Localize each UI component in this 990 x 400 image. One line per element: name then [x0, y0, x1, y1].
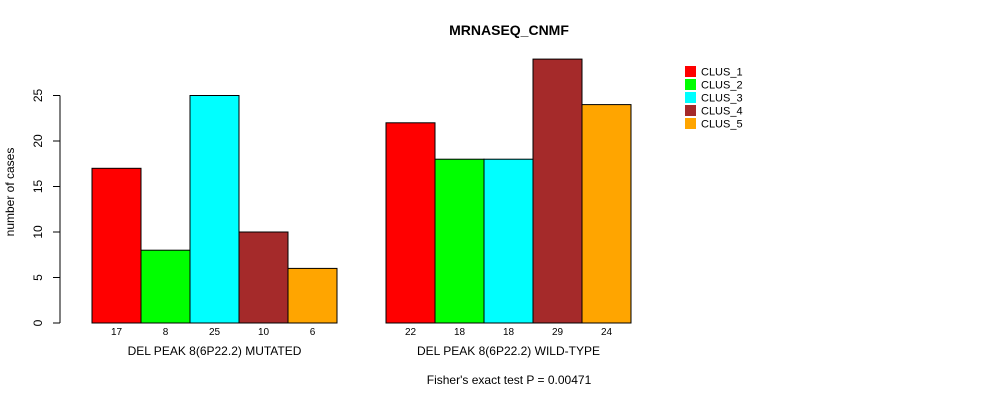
- bar-clus2-group-1: [140, 249, 191, 324]
- legend-label-1: CLUS_1: [701, 67, 743, 79]
- legend-label-5: CLUS_5: [701, 119, 743, 131]
- bars: 17 8 25 10 6 DEL PEAK 8(6P22.2) MUTATED 22 18 18…: [91, 58, 632, 358]
- legend-swatch-1: [685, 66, 696, 77]
- legend-swatch-2: [685, 79, 696, 90]
- y-axis: 0 5 10 15 20 25: [31, 89, 61, 326]
- group-label-1: DEL PEAK 8(6P22.2) MUTATED: [128, 344, 302, 358]
- bar-clus5-group-2: [581, 104, 632, 324]
- bar-clus3-group-1: [189, 95, 240, 324]
- bar-count-label: 8: [163, 327, 169, 338]
- bar-clus3-group-2: [483, 158, 534, 324]
- bar-clus4-group-1: [238, 231, 289, 324]
- y-tick-label: 20: [31, 134, 45, 148]
- bar-clus1-group-2: [385, 122, 436, 324]
- bar-clus1-group-1: [91, 167, 142, 324]
- bar-clus4-group-2: [532, 58, 583, 324]
- bar-count-label: 24: [601, 327, 613, 338]
- legend-swatch-5: [685, 118, 696, 129]
- legend-label-4: CLUS_4: [701, 106, 743, 118]
- bar-clus5-group-1: [287, 267, 338, 324]
- group-label-2: DEL PEAK 8(6P22.2) WILD-TYPE: [417, 344, 600, 358]
- legend-swatch-4: [685, 105, 696, 116]
- bar-count-label: 18: [454, 327, 466, 338]
- chart-title: MRNASEQ_CNMF: [449, 22, 569, 38]
- y-tick-label: 0: [31, 319, 45, 326]
- legend-label-3: CLUS_3: [701, 93, 743, 105]
- bar-count-label: 18: [503, 327, 515, 338]
- y-axis-label: number of cases: [3, 148, 17, 237]
- bar-count-label: 25: [209, 327, 221, 338]
- legend-label-2: CLUS_2: [701, 80, 743, 92]
- fisher-test-footnote: Fisher's exact test P = 0.00471: [427, 373, 592, 387]
- y-tick-label: 15: [31, 180, 45, 194]
- y-tick-label: 5: [31, 274, 45, 281]
- y-tick-label: 25: [31, 89, 45, 103]
- bar-count-label: 17: [111, 327, 123, 338]
- bar-count-label: 6: [310, 327, 316, 338]
- y-tick-label: 10: [31, 225, 45, 239]
- bar-count-label: 10: [258, 327, 270, 338]
- legend-swatch-3: [685, 92, 696, 103]
- bar-count-label: 29: [552, 327, 564, 338]
- bar-count-label: 22: [405, 327, 417, 338]
- bar-clus2-group-2: [434, 158, 485, 324]
